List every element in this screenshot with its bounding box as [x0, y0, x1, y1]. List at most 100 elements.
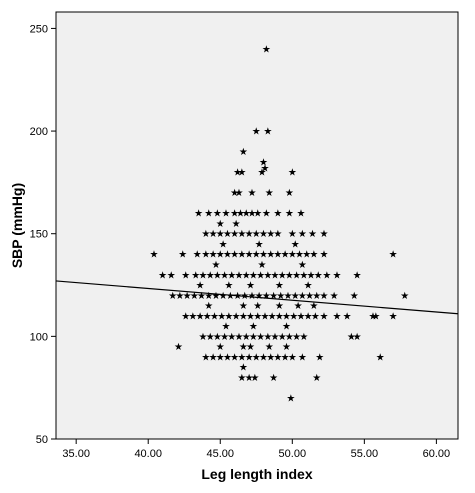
data-point: ★ — [223, 352, 232, 363]
data-point: ★ — [230, 250, 239, 261]
data-point: ★ — [285, 270, 294, 281]
x-tick-label: 40.00 — [134, 448, 162, 460]
plot-area — [55, 11, 459, 440]
data-point: ★ — [194, 209, 203, 220]
data-point: ★ — [246, 342, 255, 353]
data-point: ★ — [258, 168, 267, 179]
x-axis-label: Leg length index — [201, 466, 312, 482]
data-point: ★ — [282, 322, 291, 333]
data-point: ★ — [332, 270, 341, 281]
data-point: ★ — [242, 270, 251, 281]
data-point: ★ — [305, 291, 314, 302]
data-point: ★ — [245, 229, 254, 240]
data-point: ★ — [246, 311, 255, 322]
data-point: ★ — [237, 168, 246, 179]
data-point: ★ — [322, 270, 331, 281]
data-point: ★ — [239, 147, 248, 158]
data-point: ★ — [209, 250, 218, 261]
data-point: ★ — [223, 250, 232, 261]
data-point: ★ — [209, 229, 218, 240]
y-tick-label: 50 — [36, 434, 48, 446]
data-point: ★ — [282, 342, 291, 353]
data-point: ★ — [226, 291, 235, 302]
data-point: ★ — [158, 270, 167, 281]
data-point: ★ — [245, 352, 254, 363]
data-point: ★ — [271, 332, 280, 343]
data-point: ★ — [350, 291, 359, 302]
data-point: ★ — [273, 229, 282, 240]
data-point: ★ — [253, 311, 262, 322]
data-point: ★ — [259, 229, 268, 240]
data-point: ★ — [299, 270, 308, 281]
data-point: ★ — [263, 332, 272, 343]
data-point: ★ — [263, 270, 272, 281]
data-point: ★ — [232, 311, 241, 322]
data-point: ★ — [269, 373, 278, 384]
data-point: ★ — [220, 270, 229, 281]
data-point: ★ — [235, 270, 244, 281]
x-tick-label: 35.00 — [62, 448, 90, 460]
data-point: ★ — [211, 291, 220, 302]
data-point: ★ — [213, 209, 222, 220]
data-point: ★ — [260, 164, 269, 175]
data-point: ★ — [400, 291, 409, 302]
data-point: ★ — [240, 291, 249, 302]
data-point: ★ — [230, 209, 239, 220]
y-axis: 50 100 150 200 250 — [30, 23, 56, 446]
data-point: ★ — [304, 281, 313, 292]
data-point: ★ — [304, 311, 313, 322]
data-point: ★ — [209, 352, 218, 363]
data-point: ★ — [281, 352, 290, 363]
data-point: ★ — [252, 352, 261, 363]
data-point: ★ — [233, 291, 242, 302]
data-point: ★ — [252, 127, 261, 138]
data-point: ★ — [298, 291, 307, 302]
x-tick-label: 50.00 — [279, 448, 307, 460]
data-point: ★ — [204, 301, 213, 312]
data-point: ★ — [249, 332, 258, 343]
data-point: ★ — [167, 270, 176, 281]
data-point: ★ — [265, 188, 274, 199]
data-point: ★ — [275, 311, 284, 322]
x-tick-label: 60.00 — [423, 448, 451, 460]
data-point: ★ — [223, 229, 232, 240]
data-point: ★ — [285, 209, 294, 220]
data-point: ★ — [230, 352, 239, 363]
data-point: ★ — [273, 209, 282, 220]
data-point: ★ — [296, 209, 305, 220]
data-point: ★ — [216, 219, 225, 230]
data-point: ★ — [369, 311, 378, 322]
data-point: ★ — [291, 239, 300, 250]
data-point: ★ — [239, 342, 248, 353]
data-point: ★ — [213, 270, 222, 281]
data-point: ★ — [263, 127, 272, 138]
data-point: ★ — [347, 332, 356, 343]
data-point: ★ — [181, 311, 190, 322]
data-point: ★ — [276, 291, 285, 302]
data-point: ★ — [273, 250, 282, 261]
fit-line-layer — [55, 280, 459, 315]
data-point: ★ — [266, 352, 275, 363]
data-point: ★ — [282, 311, 291, 322]
data-point: ★ — [299, 332, 308, 343]
data-point: ★ — [389, 311, 398, 322]
data-point: ★ — [239, 311, 248, 322]
data-point: ★ — [175, 291, 184, 302]
data-point: ★ — [294, 301, 303, 312]
data-point: ★ — [222, 209, 231, 220]
data-point: ★ — [289, 311, 298, 322]
data-point: ★ — [232, 219, 241, 230]
data-point: ★ — [196, 311, 205, 322]
data-point: ★ — [178, 250, 187, 261]
data-point: ★ — [262, 209, 271, 220]
data-point: ★ — [206, 270, 215, 281]
data-point: ★ — [376, 352, 385, 363]
data-point: ★ — [203, 311, 212, 322]
data-point: ★ — [249, 270, 258, 281]
data-point: ★ — [311, 311, 320, 322]
data-point: ★ — [237, 373, 246, 384]
data-point: ★ — [227, 332, 236, 343]
y-tick-label: 250 — [30, 23, 48, 35]
data-point: ★ — [281, 250, 290, 261]
data-point: ★ — [308, 229, 317, 240]
